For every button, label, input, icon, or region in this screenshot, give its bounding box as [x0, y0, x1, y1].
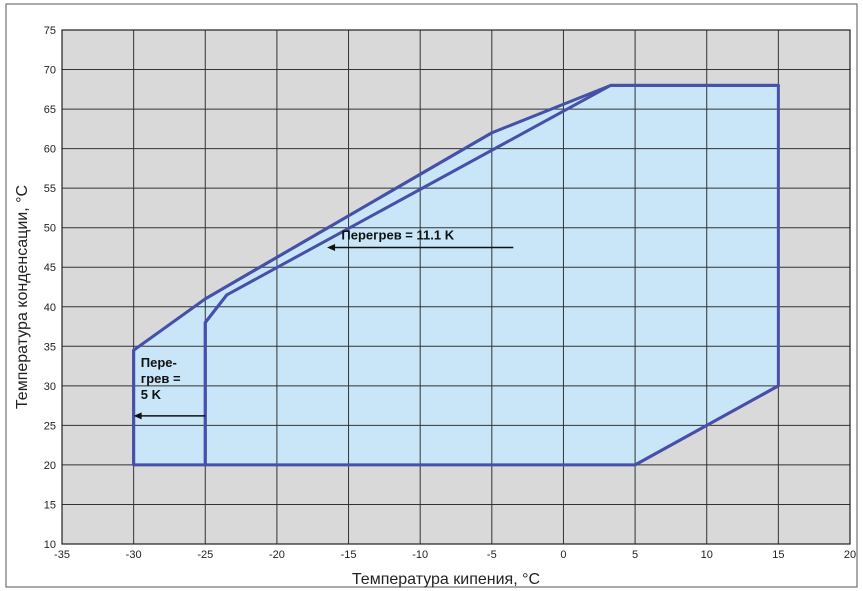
- plot-frame: [61, 29, 851, 545]
- y-tick-label: 60: [44, 144, 56, 156]
- envelope-area: [133, 85, 779, 465]
- y-tick-label: 35: [44, 341, 56, 353]
- annotation-text: грев =: [141, 371, 181, 386]
- x-axis-title: Температура кипения, °C: [352, 571, 540, 588]
- annotation-text: 5 K: [141, 387, 162, 402]
- annotation-text: Перегрев = 11.1 K: [341, 228, 454, 243]
- y-tick-label: 25: [44, 420, 56, 432]
- figure-border: [5, 3, 858, 588]
- y-tick-label: 20: [44, 460, 56, 472]
- y-tick-label: 70: [44, 65, 56, 77]
- x-tick-label: 15: [772, 549, 784, 561]
- annotation-text: Пере-: [141, 355, 177, 370]
- y-tick-label: 50: [44, 223, 56, 235]
- x-tick-label: 10: [701, 549, 713, 561]
- envelope-outline-superheat-11k: [203, 84, 612, 465]
- x-tick-label: 5: [632, 549, 638, 561]
- annotation-arrow-head: [133, 412, 142, 420]
- y-tick-label: 65: [44, 104, 56, 116]
- x-tick-label: -15: [341, 549, 357, 561]
- y-tick-label: 45: [44, 262, 56, 274]
- x-tick-label: -5: [487, 549, 497, 561]
- x-tick-label: -10: [412, 549, 428, 561]
- y-tick-label: 15: [44, 499, 56, 511]
- y-tick-label: 75: [44, 25, 56, 37]
- x-tick-label: -35: [54, 549, 70, 561]
- y-tick-label: 55: [44, 183, 56, 195]
- annotation-arrow-head: [327, 243, 336, 251]
- x-tick-label: 20: [844, 549, 856, 561]
- x-tick-label: 0: [560, 549, 566, 561]
- x-tick-label: -20: [269, 549, 285, 561]
- y-tick-label: 30: [44, 381, 56, 393]
- y-axis-title: Температура конденсации, °C: [14, 185, 31, 409]
- y-tick-label: 40: [44, 302, 56, 314]
- x-tick-label: -30: [126, 549, 142, 561]
- x-tick-label: -25: [197, 549, 213, 561]
- y-tick-label: 10: [44, 539, 56, 551]
